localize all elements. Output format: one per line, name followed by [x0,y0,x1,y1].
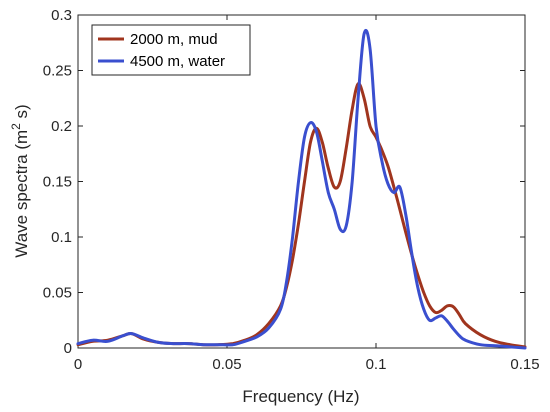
y-axis-title: Wave spectra (m2 s) [9,104,31,257]
x-tick-label: 0 [74,356,82,373]
y-tick-label: 0 [64,340,72,357]
y-tick-label: 0.25 [43,63,72,80]
ticks: 0 0.05 0.1 0.15 0 0.05 0.1 0.15 0.2 0.25 0.3 [43,7,540,373]
y-axis-title-superscript: 2 [9,123,23,130]
legend: 2000 m, mud 4500 m, water [91,24,251,76]
x-tick-label: 0.05 [212,356,241,373]
legend-label-series-0: 2000 m, mud [130,31,218,48]
y-axis-title-main: Wave spectra (m [12,130,31,258]
y-tick-label: 0.05 [43,285,72,302]
legend-label-series-1: 4500 m, water [130,53,225,70]
y-tick-label: 0.3 [51,7,72,24]
x-axis-title: Frequency (Hz) [242,387,359,406]
y-tick-label: 0.15 [43,174,72,191]
series-line-1 [76,28,527,350]
series-layer [76,28,527,350]
y-tick-label: 0.2 [51,118,72,135]
x-tick-label: 0.1 [366,356,387,373]
x-tick-label: 0.15 [510,356,539,373]
legend-box [91,24,251,76]
y-tick-label: 0.1 [51,229,72,246]
y-axis-title-tail: s) [12,104,31,123]
